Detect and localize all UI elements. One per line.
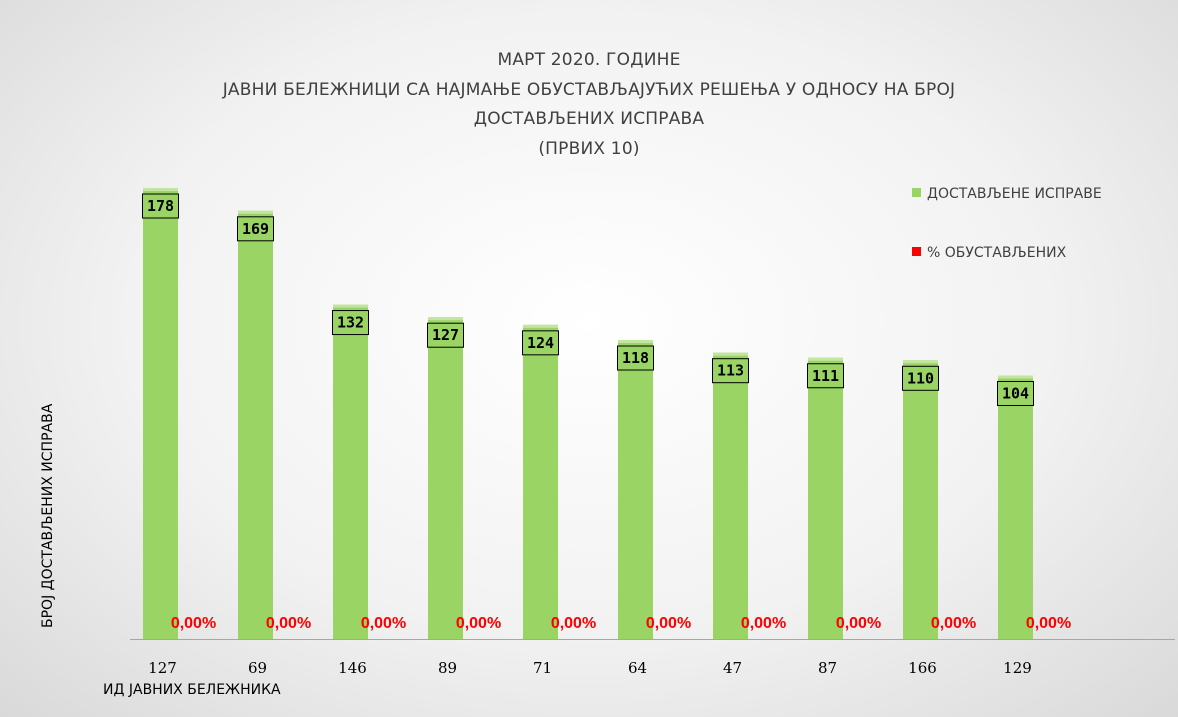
percent-label-89: 0,00% <box>456 615 501 632</box>
bar-delivered-166 <box>903 360 938 639</box>
percent-label-127: 0,00% <box>171 615 216 632</box>
bar-delivered-47 <box>713 352 748 639</box>
bar-top-87 <box>808 357 843 361</box>
x-tick-label-69: 69 <box>248 659 267 677</box>
bar-top-89 <box>428 317 463 321</box>
legend-label-delivered: ДОСТАВЉЕНЕ ИСПРАВЕ <box>927 186 1102 202</box>
bar-delivered-129 <box>998 375 1033 639</box>
bar-value-label-127: 178 <box>147 197 174 215</box>
x-tick-label-87: 87 <box>818 659 837 677</box>
bar-top-166 <box>903 360 938 364</box>
bar-top-69 <box>238 210 273 214</box>
bar-label-box-47 <box>712 358 749 384</box>
bar-value-label-129: 104 <box>1002 384 1029 402</box>
bar-delivered-89 <box>428 317 463 639</box>
bar-top-71 <box>523 324 558 328</box>
bar-value-label-146: 132 <box>337 314 364 332</box>
bar-top-127 <box>143 188 178 191</box>
bar-delivered-146 <box>333 304 368 639</box>
legend-label-suspended: % ОБУСТАВЉЕНИХ <box>927 245 1067 261</box>
x-tick-label-64: 64 <box>628 659 647 677</box>
bar-label-box-127 <box>142 193 179 219</box>
bar-value-label-89: 127 <box>432 326 459 344</box>
x-tick-label-89: 89 <box>438 659 457 677</box>
bar-value-label-47: 113 <box>717 362 744 380</box>
legend-swatch-suspended <box>912 247 921 256</box>
chart-title-line-3: ДОСТАВЉЕНИХ ИСПРАВА <box>473 109 705 129</box>
bar-value-label-87: 111 <box>812 367 839 385</box>
percent-label-87: 0,00% <box>836 615 881 632</box>
chart-title-line-2: ЈАВНИ БЕЛЕЖНИЦИ СА НАЈМАЊЕ ОБУСТАВЉАЈУЋИ… <box>222 80 956 100</box>
x-tick-label-129: 129 <box>1003 659 1032 677</box>
percent-label-69: 0,00% <box>266 615 311 632</box>
bar-label-box-64 <box>617 345 654 371</box>
bar-delivered-69 <box>238 210 273 639</box>
bar-value-label-69: 169 <box>242 220 269 238</box>
x-tick-label-146: 146 <box>338 659 367 677</box>
bar-top-47 <box>713 352 748 356</box>
percent-label-71: 0,00% <box>551 615 596 632</box>
bar-label-box-129 <box>997 380 1034 406</box>
bar-value-label-64: 118 <box>622 349 649 367</box>
x-tick-label-166: 166 <box>908 659 937 677</box>
percent-label-129: 0,00% <box>1026 615 1071 632</box>
chart-title-line-1: МАРТ 2020. ГОДИНЕ <box>497 50 681 70</box>
bar-top-64 <box>618 340 653 344</box>
bar-value-label-166: 110 <box>907 369 934 387</box>
bar-label-box-166 <box>902 365 939 391</box>
percent-label-146: 0,00% <box>361 615 406 632</box>
bar-label-box-69 <box>237 216 274 242</box>
legend-item-delivered: ДОСТАВЉЕНЕ ИСПРАВЕ <box>912 186 1102 202</box>
bar-value-label-71: 124 <box>527 334 554 352</box>
legend-item-suspended: % ОБУСТАВЉЕНИХ <box>912 245 1066 261</box>
bar-delivered-127 <box>143 188 178 639</box>
bar-label-box-87 <box>807 363 844 389</box>
percent-label-166: 0,00% <box>931 615 976 632</box>
legend-swatch-delivered <box>912 188 921 197</box>
bar-label-box-89 <box>427 322 464 348</box>
y-axis-label: БРОЈ ДОСТАВЉЕНИХ ИСПРАВА <box>40 403 56 628</box>
bar-label-box-71 <box>522 330 559 356</box>
x-tick-label-127: 127 <box>148 659 177 677</box>
x-axis-label: ИД ЈАВНИХ БЕЛЕЖНИКА <box>103 682 281 698</box>
percent-label-47: 0,00% <box>741 615 786 632</box>
bar-top-129 <box>998 375 1033 379</box>
x-tick-label-47: 47 <box>723 659 742 677</box>
bar-delivered-87 <box>808 357 843 639</box>
bar-delivered-71 <box>523 324 558 639</box>
bar-label-box-146 <box>332 310 369 336</box>
bar-delivered-64 <box>618 340 653 639</box>
bar-top-146 <box>333 304 368 308</box>
chart-title-line-4: (ПРВИХ 10) <box>538 139 640 159</box>
percent-label-64: 0,00% <box>646 615 691 632</box>
x-tick-label-71: 71 <box>533 659 552 677</box>
